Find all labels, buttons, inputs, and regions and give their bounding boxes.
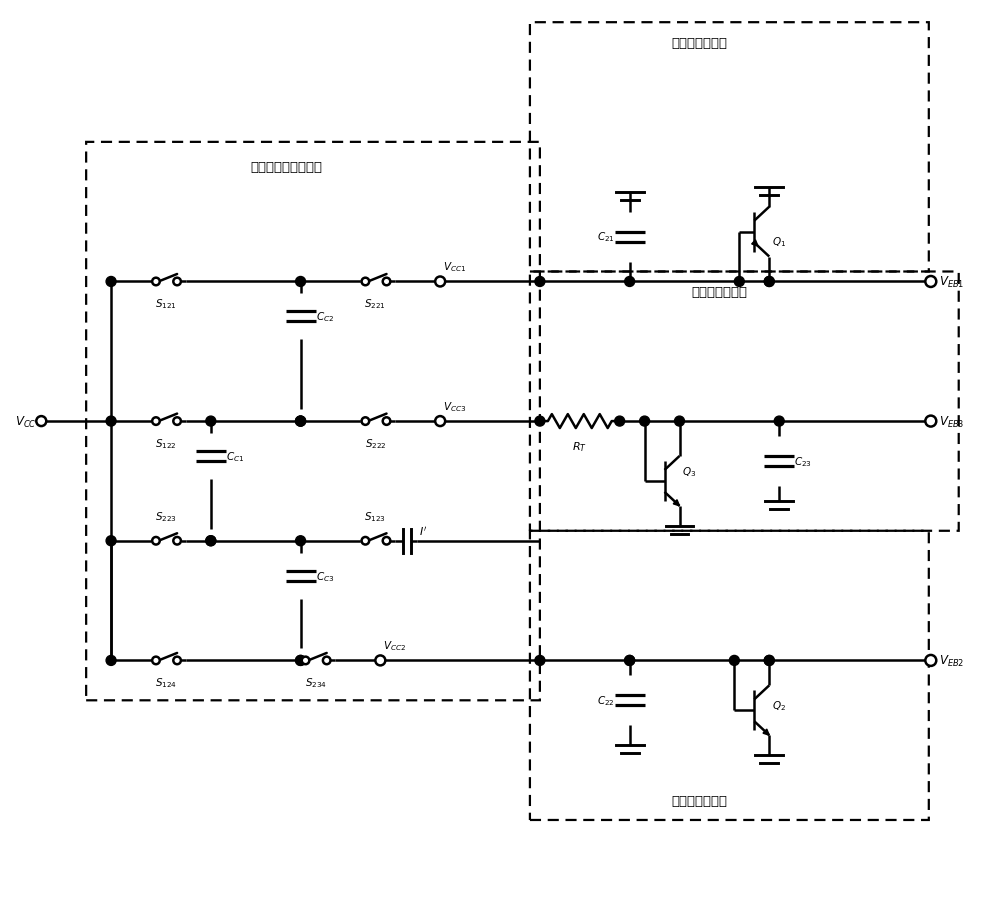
Circle shape: [106, 416, 116, 426]
Text: $S_{223}$: $S_{223}$: [155, 509, 177, 523]
Circle shape: [383, 418, 390, 425]
Circle shape: [764, 277, 774, 287]
Text: $S_{221}$: $S_{221}$: [364, 297, 386, 311]
Text: $S_{122}$: $S_{122}$: [155, 436, 177, 451]
Circle shape: [296, 656, 306, 666]
Circle shape: [152, 418, 160, 425]
Circle shape: [435, 416, 445, 426]
Text: $V_{EB2}$: $V_{EB2}$: [939, 653, 964, 668]
Circle shape: [152, 278, 160, 286]
Circle shape: [675, 416, 684, 426]
Circle shape: [383, 537, 390, 545]
Circle shape: [375, 656, 385, 666]
Circle shape: [173, 278, 181, 286]
Circle shape: [764, 656, 774, 666]
Circle shape: [362, 537, 369, 545]
Circle shape: [173, 418, 181, 425]
Text: $S_{234}$: $S_{234}$: [305, 675, 327, 689]
Text: $C_{C1}$: $C_{C1}$: [226, 450, 244, 463]
Circle shape: [296, 277, 306, 287]
Circle shape: [925, 416, 936, 427]
Text: $S_{124}$: $S_{124}$: [155, 675, 177, 689]
Circle shape: [106, 536, 116, 546]
Circle shape: [173, 656, 181, 665]
Circle shape: [362, 418, 369, 425]
Circle shape: [296, 536, 306, 546]
Circle shape: [206, 416, 216, 426]
Circle shape: [734, 277, 744, 287]
Text: 鈗位电路模块一: 鈗位电路模块一: [671, 37, 727, 50]
Polygon shape: [752, 240, 758, 247]
Text: $S_{123}$: $S_{123}$: [364, 509, 386, 523]
Polygon shape: [673, 500, 680, 507]
Text: $C_{21}$: $C_{21}$: [597, 230, 615, 244]
Circle shape: [206, 536, 216, 546]
Circle shape: [729, 656, 739, 666]
Text: $V_{EB1}$: $V_{EB1}$: [939, 275, 964, 290]
Text: $V_{CC3}$: $V_{CC3}$: [443, 400, 466, 414]
Text: $R_T$: $R_T$: [572, 440, 587, 453]
Circle shape: [296, 656, 306, 666]
Circle shape: [36, 416, 46, 426]
Circle shape: [206, 536, 216, 546]
Circle shape: [362, 278, 369, 286]
Circle shape: [296, 416, 306, 426]
Circle shape: [152, 537, 160, 545]
Circle shape: [625, 277, 635, 287]
Circle shape: [296, 416, 306, 426]
Text: $S_{121}$: $S_{121}$: [155, 297, 177, 311]
Circle shape: [435, 277, 445, 287]
Circle shape: [106, 277, 116, 287]
Text: $C_{23}$: $C_{23}$: [794, 454, 812, 469]
Text: 鈗位电路模块三: 鈗位电路模块三: [691, 285, 747, 299]
Circle shape: [535, 656, 545, 666]
Circle shape: [152, 656, 160, 665]
Text: $Q_1$: $Q_1$: [772, 236, 786, 249]
Text: $V_{CC}$: $V_{CC}$: [15, 414, 36, 429]
Text: $C_{C2}$: $C_{C2}$: [316, 310, 334, 324]
Circle shape: [625, 656, 635, 666]
Circle shape: [925, 656, 936, 666]
Text: $V_{CC1}$: $V_{CC1}$: [443, 260, 466, 275]
Circle shape: [302, 656, 309, 665]
Circle shape: [296, 416, 306, 426]
Circle shape: [764, 277, 774, 287]
Text: $Q_2$: $Q_2$: [772, 699, 786, 712]
Circle shape: [535, 277, 545, 287]
Circle shape: [615, 416, 625, 426]
Circle shape: [173, 537, 181, 545]
Circle shape: [925, 276, 936, 288]
Text: $I'$: $I'$: [419, 524, 427, 537]
Circle shape: [535, 416, 545, 426]
Text: $V_{EB3}$: $V_{EB3}$: [939, 414, 964, 429]
Circle shape: [383, 278, 390, 286]
Circle shape: [640, 416, 650, 426]
Circle shape: [106, 656, 116, 666]
Text: $C_{C3}$: $C_{C3}$: [316, 569, 334, 583]
Text: 鈗位电路模块二: 鈗位电路模块二: [671, 794, 727, 806]
Text: $V_{CC2}$: $V_{CC2}$: [383, 639, 406, 653]
Text: $C_{22}$: $C_{22}$: [597, 694, 615, 707]
Text: $S_{222}$: $S_{222}$: [365, 436, 386, 451]
Text: $Q_3$: $Q_3$: [682, 464, 697, 479]
Circle shape: [774, 416, 784, 426]
Circle shape: [323, 656, 330, 665]
Circle shape: [764, 656, 774, 666]
Circle shape: [625, 656, 635, 666]
Polygon shape: [763, 730, 769, 735]
Text: 三输出电容升压模块: 三输出电容升压模块: [251, 161, 323, 174]
